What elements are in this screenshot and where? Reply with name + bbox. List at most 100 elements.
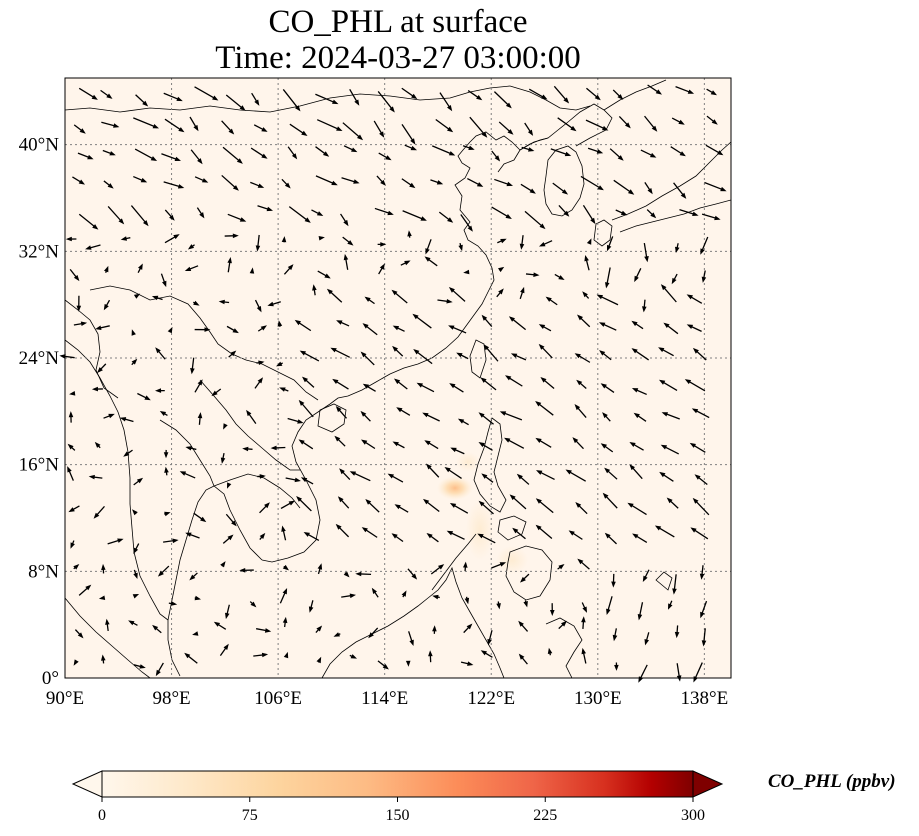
wind-arrow-head <box>627 502 634 508</box>
coastline-borneo <box>321 566 505 678</box>
wind-arrow-head <box>519 243 525 250</box>
wind-arrow-head <box>155 388 162 393</box>
wind-arrow-head <box>132 509 138 516</box>
wind-arrow-head <box>132 594 140 599</box>
wind-arrow-head <box>316 656 322 664</box>
wind-arrow-head <box>336 320 343 325</box>
coastline-japan-kyushu <box>593 219 613 247</box>
wind-arrow-head <box>323 151 330 157</box>
border-thai-laos <box>159 419 215 487</box>
wind-arrow-head <box>87 154 94 160</box>
wind-arrow-head <box>508 316 515 322</box>
wind-arrow-head <box>699 573 705 580</box>
colorbar-gradient <box>101 770 694 798</box>
wind-arrow-head <box>364 296 371 302</box>
wind-arrow-head <box>163 452 169 459</box>
wind-arrow-head <box>184 266 192 271</box>
wind-arrow-head <box>353 179 360 184</box>
wind-arrow-head <box>379 263 385 270</box>
wind-arrow-head <box>193 124 199 132</box>
wind-arrow-head <box>266 206 273 212</box>
wind-arrow-head <box>572 437 579 444</box>
colorbar-tick-label: 300 <box>681 807 705 824</box>
wind-arrow-head <box>343 219 349 227</box>
wind-arrow-head <box>91 386 98 392</box>
wind-arrow-head <box>602 412 608 419</box>
wind-arrow-head <box>416 382 423 388</box>
wind-arrow-head <box>179 471 187 476</box>
wind-arrow-head <box>349 471 357 476</box>
wind-arrow-head <box>448 287 455 293</box>
wind-arrow-head <box>498 266 505 273</box>
wind-arrow-head <box>67 466 72 473</box>
wind-arrow-head <box>614 664 619 671</box>
wind-arrow-head <box>67 443 74 450</box>
wind-arrow-head <box>218 299 225 305</box>
border-china-myanmar <box>89 285 319 401</box>
lon-tick-label: 90°E <box>46 688 84 709</box>
colorbar-extend-low <box>71 770 103 798</box>
wind-arrow-head <box>159 411 167 416</box>
wind-arrow-head <box>73 564 80 570</box>
wind-arrow-head <box>380 242 387 247</box>
coastline-china-east <box>329 141 495 405</box>
wind-arrow-head <box>144 395 151 401</box>
wind-arrow-head <box>570 125 577 132</box>
wind-arrow-head <box>405 660 411 667</box>
wind-arrow-head <box>184 652 191 659</box>
wind-arrow-head <box>539 242 546 247</box>
wind-arrow-head <box>283 651 289 659</box>
wind-arrow-head <box>563 210 570 217</box>
wind-arrow-head <box>318 236 325 241</box>
wind-arrow-head <box>259 532 266 539</box>
wind-arrow-head <box>178 127 185 133</box>
wind-arrow-head <box>73 659 79 666</box>
wind-arrow-head <box>631 320 638 327</box>
wind-arrow-head <box>447 105 453 112</box>
lat-tick-label: 16°N <box>19 455 60 476</box>
wind-arrow-head <box>113 123 120 128</box>
wind-arrow-head <box>298 399 305 406</box>
coastline-bohai <box>469 131 521 173</box>
wind-arrow-head <box>382 664 389 670</box>
wind-arrow-head <box>625 122 631 129</box>
wind-arrow-head <box>512 527 519 534</box>
wind-arrow-head <box>192 631 199 636</box>
wind-arrow-shaft <box>194 86 218 101</box>
wind-arrow-head <box>604 467 611 474</box>
wind-arrow-head <box>371 587 377 594</box>
coastline-myanmar <box>65 339 169 621</box>
wind-arrow-head <box>663 322 670 328</box>
wind-arrow-head <box>227 534 234 541</box>
wind-arrow-head <box>394 378 401 385</box>
wind-arrow-head <box>200 516 207 523</box>
wind-arrow-head <box>565 469 572 475</box>
wind-arrow-head <box>563 97 570 104</box>
wind-arrow-head <box>466 623 473 630</box>
wind-arrow-head <box>424 440 431 446</box>
wind-arrow-head <box>617 94 624 100</box>
wind-arrow-head <box>164 466 169 473</box>
wind-arrow-head <box>647 188 653 195</box>
wind-arrow-head <box>467 661 474 666</box>
wind-arrow-head <box>288 500 295 506</box>
wind-arrow-head <box>117 538 124 543</box>
wind-arrow-head <box>199 212 205 219</box>
wind-arrow-head <box>432 594 439 600</box>
wind-arrow-head <box>533 272 540 277</box>
wind-arrow-head <box>679 151 686 157</box>
wind-arrow-head <box>287 264 294 271</box>
wind-arrow-head <box>250 601 257 608</box>
wind-arrow-head <box>267 301 274 307</box>
wind-arrow-head <box>189 574 196 581</box>
wind-arrow-head <box>425 248 430 255</box>
wind-arrow-head <box>538 343 545 350</box>
lat-tick-label: 8°N <box>28 561 59 582</box>
wind-arrow-head <box>655 89 662 95</box>
wind-arrow-head <box>424 256 431 262</box>
wind-arrow-head <box>335 523 342 530</box>
lat-axis: 0° 8°N 16°N 24°N 32°N 40°N <box>19 135 60 689</box>
wind-arrow-head <box>107 183 114 189</box>
wind-arrow-head <box>391 533 398 539</box>
wind-arrow-head <box>76 305 82 312</box>
